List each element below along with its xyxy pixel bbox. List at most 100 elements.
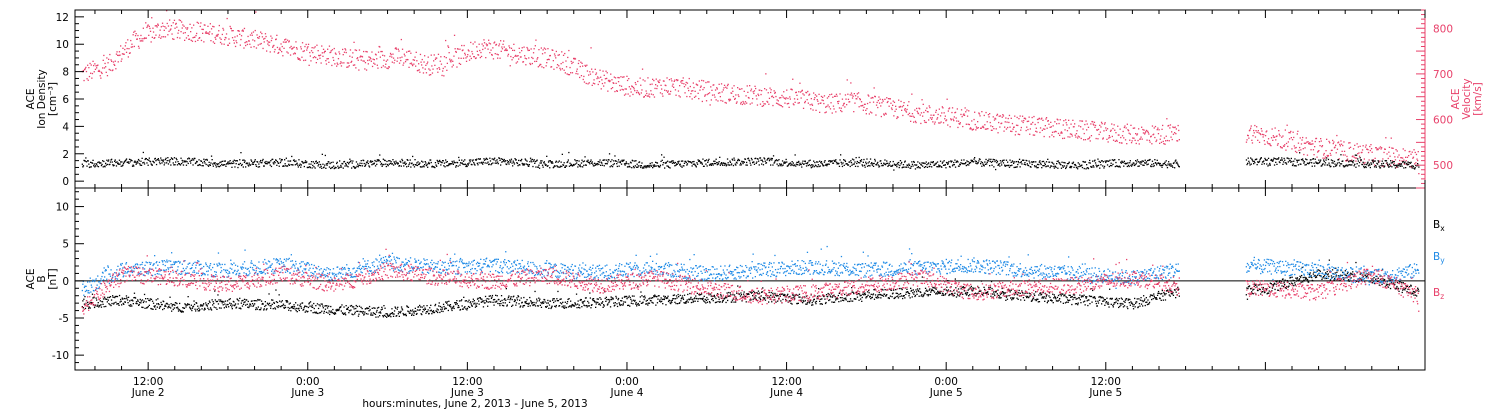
data-point bbox=[739, 160, 740, 161]
data-point bbox=[92, 61, 93, 62]
data-point bbox=[1374, 166, 1375, 167]
data-point bbox=[926, 164, 927, 165]
data-point bbox=[928, 119, 929, 120]
data-point bbox=[984, 165, 985, 166]
data-point bbox=[147, 159, 148, 160]
data-point bbox=[283, 41, 284, 42]
data-point bbox=[849, 101, 850, 102]
data-point bbox=[731, 163, 732, 164]
data-point bbox=[1323, 154, 1324, 155]
data-point bbox=[380, 57, 381, 58]
data-point bbox=[1115, 141, 1116, 142]
data-point bbox=[1297, 133, 1298, 134]
data-point bbox=[854, 163, 855, 164]
data-point bbox=[239, 298, 240, 299]
data-point bbox=[842, 166, 843, 167]
data-point bbox=[616, 161, 617, 162]
data-point bbox=[318, 50, 319, 51]
data-point bbox=[121, 161, 122, 162]
data-point bbox=[267, 163, 268, 164]
data-point bbox=[97, 162, 98, 163]
data-point bbox=[426, 305, 427, 306]
data-point bbox=[455, 48, 456, 49]
data-point bbox=[1313, 154, 1314, 155]
data-point bbox=[1087, 123, 1088, 124]
data-point bbox=[340, 306, 341, 307]
data-point bbox=[249, 305, 250, 306]
data-point bbox=[786, 161, 787, 162]
data-point bbox=[288, 307, 289, 308]
data-point bbox=[1011, 131, 1012, 132]
data-point bbox=[302, 42, 303, 43]
data-point bbox=[498, 54, 499, 55]
data-point bbox=[1021, 163, 1022, 164]
data-point bbox=[787, 98, 788, 99]
data-point bbox=[398, 49, 399, 50]
data-point bbox=[263, 38, 264, 39]
data-point bbox=[250, 47, 251, 48]
data-point bbox=[249, 40, 250, 41]
data-point bbox=[215, 165, 216, 166]
data-point bbox=[571, 61, 572, 62]
data-point bbox=[187, 27, 188, 28]
data-point bbox=[324, 52, 325, 53]
data-point bbox=[285, 163, 286, 164]
data-point bbox=[197, 40, 198, 41]
data-point bbox=[1257, 140, 1258, 141]
data-point bbox=[1179, 166, 1180, 167]
data-point bbox=[255, 300, 256, 301]
data-point bbox=[1130, 125, 1131, 126]
data-point bbox=[782, 160, 783, 161]
data-point bbox=[1247, 163, 1248, 164]
data-point bbox=[708, 160, 709, 161]
data-point bbox=[632, 160, 633, 161]
data-point bbox=[1085, 161, 1086, 162]
data-point bbox=[798, 161, 799, 162]
data-point bbox=[207, 305, 208, 306]
data-point bbox=[828, 96, 829, 97]
data-point bbox=[979, 115, 980, 116]
data-point bbox=[533, 52, 534, 53]
data-point bbox=[314, 308, 315, 309]
data-point bbox=[572, 72, 573, 73]
data-point bbox=[256, 47, 257, 48]
data-point bbox=[149, 28, 150, 29]
data-point bbox=[1173, 162, 1174, 163]
data-point bbox=[842, 162, 843, 163]
data-point bbox=[372, 161, 373, 162]
data-point bbox=[410, 310, 411, 311]
data-point bbox=[391, 308, 392, 309]
data-point bbox=[925, 166, 926, 167]
data-point bbox=[256, 300, 257, 301]
data-point bbox=[1254, 125, 1255, 126]
data-point bbox=[1088, 138, 1089, 139]
data-point bbox=[116, 54, 117, 55]
data-point bbox=[599, 161, 600, 162]
data-point bbox=[422, 166, 423, 167]
data-point bbox=[203, 165, 204, 166]
data-point bbox=[303, 51, 304, 52]
data-point bbox=[236, 42, 237, 43]
data-point bbox=[480, 52, 481, 53]
data-point bbox=[472, 306, 473, 307]
data-point bbox=[112, 161, 113, 162]
data-point bbox=[1387, 164, 1388, 165]
data-point bbox=[766, 89, 767, 90]
data-point bbox=[314, 163, 315, 164]
data-point bbox=[230, 298, 231, 299]
data-point bbox=[870, 158, 871, 159]
data-point bbox=[223, 164, 224, 165]
data-point bbox=[364, 68, 365, 69]
data-point bbox=[826, 106, 827, 107]
data-point bbox=[167, 34, 168, 35]
data-point bbox=[1154, 159, 1155, 160]
data-point bbox=[456, 52, 457, 53]
data-point bbox=[110, 296, 111, 297]
data-point bbox=[588, 74, 589, 75]
data-point bbox=[1251, 140, 1252, 141]
data-point bbox=[1417, 160, 1418, 161]
data-point bbox=[189, 39, 190, 40]
data-point bbox=[1249, 162, 1250, 163]
data-point bbox=[223, 301, 224, 302]
data-point bbox=[617, 91, 618, 92]
